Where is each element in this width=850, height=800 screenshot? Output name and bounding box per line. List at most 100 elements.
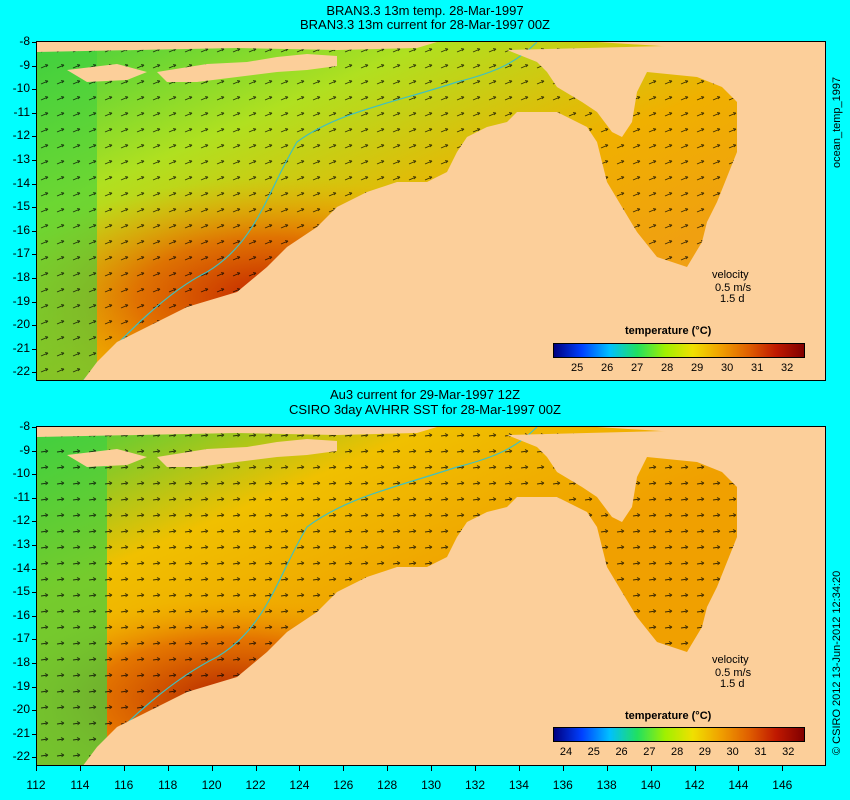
bottom-latitude-tick (32, 733, 36, 735)
timor-land (157, 54, 337, 82)
bottom-colorbar-tick-label: 24 (559, 746, 573, 758)
new-guinea-land (597, 42, 825, 72)
top-latitude-label: -22 (12, 364, 30, 379)
longitude-tick (255, 766, 257, 771)
longitude-tick (79, 766, 81, 771)
top-title-line1: BRAN3.3 13m temp. 28-Mar-1997 (326, 3, 524, 18)
top-latitude-label: -16 (12, 222, 30, 237)
bottom-latitude-tick (32, 615, 36, 617)
bottom-latitude-tick (32, 474, 36, 476)
bottom-latitude-label: -20 (12, 702, 30, 717)
top-latitude-tick (32, 89, 36, 91)
longitude-tick (343, 766, 345, 771)
top-latitude-tick (32, 230, 36, 232)
bottom-latitude-label: -13 (12, 537, 30, 551)
top-latitude-label: -10 (12, 81, 30, 96)
top-map (37, 42, 825, 380)
top-latitude-tick (32, 301, 36, 303)
longitude-label: 116 (114, 778, 134, 792)
top-latitude-tick (32, 136, 36, 138)
top-latitude-tick (32, 348, 36, 350)
bottom-latitude-label: -15 (12, 584, 30, 599)
java-land (37, 42, 437, 52)
bottom-map-panel (36, 426, 826, 766)
longitude-tick (387, 766, 389, 771)
longitude-tick (123, 766, 125, 771)
top-velocity-time: 1.5 d (720, 293, 745, 305)
sst-shelf-contour (87, 427, 538, 765)
bottom-latitude-label: -14 (12, 560, 30, 575)
top-latitude-tick (32, 160, 36, 161)
top-latitude-label: -14 (12, 175, 30, 190)
longitude-label: 144 (728, 778, 749, 792)
bottom-latitude-label: -22 (12, 749, 30, 764)
longitude-tick (562, 766, 564, 771)
bottom-side-label: © CSIRO 2012 13-Jun-2012 12:34:20 (831, 570, 843, 755)
bottom-latitude-label: -12 (12, 513, 30, 528)
longitude-label: 122 (245, 778, 266, 792)
top-colorbar (553, 343, 805, 358)
longitude-label: 140 (640, 778, 661, 792)
top-side-label: ocean_temp_1997 (831, 76, 843, 168)
bottom-colorbar-tick-label: 29 (698, 746, 712, 758)
longitude-label: 118 (158, 778, 178, 792)
bottom-latitude-tick (32, 710, 36, 712)
top-latitude-tick (32, 372, 36, 374)
bottom-velocity-label: velocity (712, 654, 749, 666)
australia-land (83, 42, 825, 380)
longitude-label: 112 (26, 778, 46, 792)
longitude-label: 128 (377, 778, 398, 792)
bottom-colorbar-tick-label: 32 (782, 746, 795, 758)
bottom-latitude-label: -10 (12, 466, 30, 481)
top-title-line2: BRAN3.3 13m current for 28-Mar-1997 00Z (300, 17, 550, 32)
longitude-tick (650, 766, 652, 771)
longitude-tick (167, 766, 169, 771)
top-colorbar-tick-label: 29 (691, 362, 704, 374)
bottom-latitude-label: -21 (12, 725, 30, 740)
shelf-contour (83, 42, 538, 380)
longitude-label: 136 (552, 778, 573, 792)
bottom-title-line1: Au3 current for 29-Mar-1997 12Z (329, 387, 521, 402)
bottom-colorbar-tick-label: 25 (587, 746, 600, 758)
bottom-latitude-tick (32, 450, 36, 452)
longitude-tick (211, 766, 213, 771)
top-latitude-label: -11 (13, 104, 30, 119)
top-colorbar-tick-label: 26 (601, 362, 614, 374)
bottom-latitude-tick (32, 757, 36, 759)
top-colorbar-tick-label: 31 (751, 362, 764, 374)
top-latitude-tick (32, 42, 36, 43)
longitude-label: 146 (772, 778, 793, 792)
sumba-island (67, 64, 147, 82)
bottom-latitude-label: -16 (12, 607, 30, 622)
longitude-tick (36, 766, 37, 771)
top-velocity-scale: 0.5 m/s (715, 282, 752, 294)
top-colorbar-tick-label: 28 (661, 362, 674, 374)
longitude-tick (694, 766, 696, 771)
sst-timor-land (157, 439, 337, 467)
bottom-latitude-label: -9 (19, 442, 30, 457)
bottom-colorbar-title: temperature (°C) (625, 710, 712, 722)
longitude-tick (518, 766, 520, 771)
longitude-label: 134 (508, 778, 529, 792)
top-colorbar-tick-label: 32 (781, 362, 794, 374)
bottom-latitude-label: -11 (13, 489, 30, 504)
bottom-latitude-tick (32, 568, 36, 570)
longitude-label: 138 (596, 778, 617, 792)
top-latitude-tick (32, 254, 36, 256)
longitude-label: 124 (289, 778, 310, 792)
top-latitude-tick (32, 183, 36, 185)
top-latitude-label: -15 (12, 199, 30, 214)
longitude-label: 142 (684, 778, 705, 792)
bottom-colorbar-tick-label: 31 (754, 746, 767, 758)
top-latitude-label: -9 (19, 57, 30, 72)
top-latitude-label: -18 (12, 270, 30, 284)
top-latitude-tick (32, 65, 36, 67)
top-latitude-tick (32, 278, 36, 279)
top-latitude-tick (32, 325, 36, 327)
longitude-tick (475, 766, 476, 771)
bottom-velocity-time: 1.5 d (720, 678, 745, 690)
top-colorbar-tick-label: 27 (631, 362, 644, 374)
top-latitude-tick (32, 207, 36, 209)
bottom-colorbar-tick-label: 28 (671, 746, 684, 758)
bottom-latitude-tick (32, 686, 36, 688)
